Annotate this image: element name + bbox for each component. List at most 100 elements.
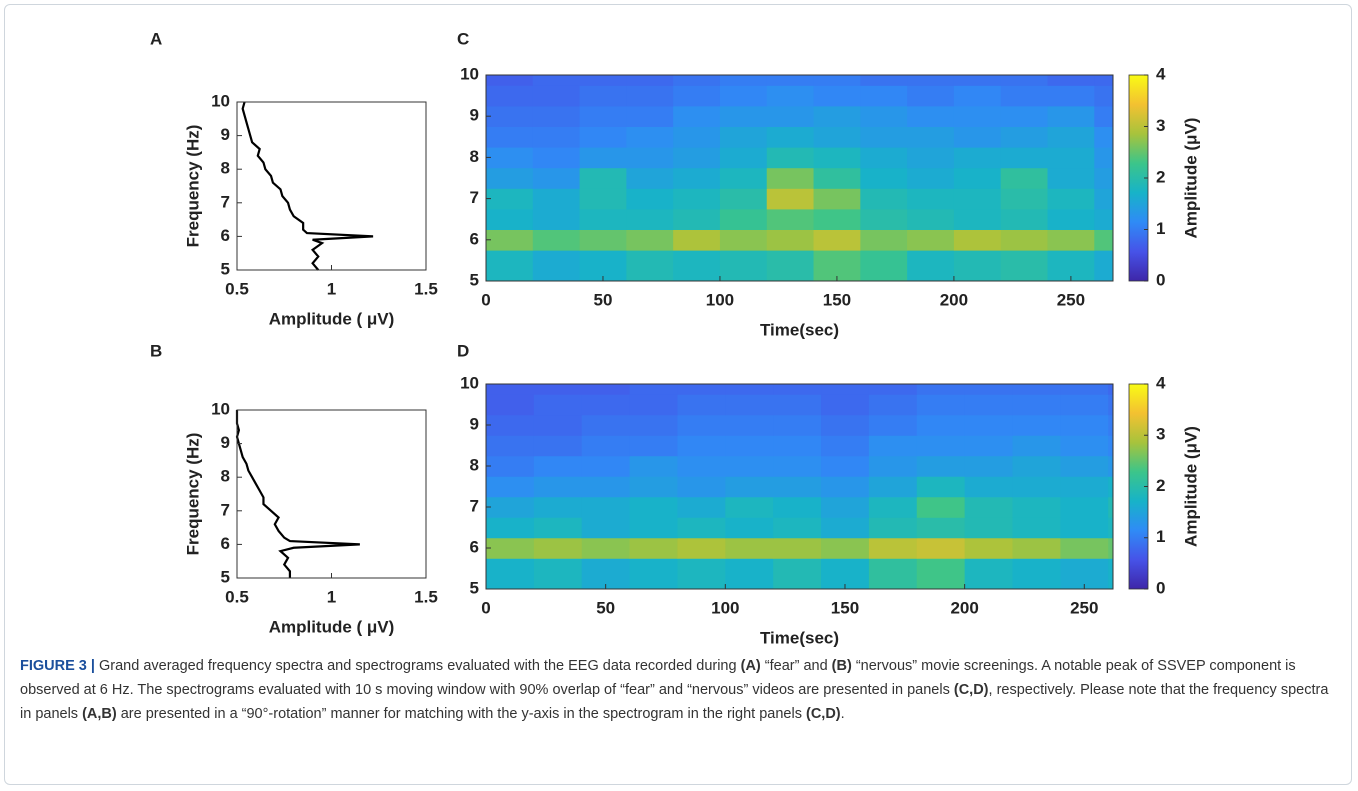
heatmap-cell <box>1012 496 1061 518</box>
heatmap-cell <box>581 476 631 498</box>
heatmap-cell <box>1060 455 1109 477</box>
heatmap-cell <box>1000 75 1048 86</box>
y-tick-label: 7 <box>221 192 230 211</box>
x-tick-label: 50 <box>596 598 615 617</box>
heatmap-cell <box>1108 558 1114 590</box>
heatmap-cell <box>677 537 726 559</box>
heatmap-cell <box>626 208 674 230</box>
heatmap-cell <box>964 517 1013 539</box>
heatmap-cell <box>626 229 674 251</box>
heatmap-cell <box>821 435 870 457</box>
heatmap-cell <box>1094 250 1114 282</box>
heatmap-cell <box>677 435 726 457</box>
heatmap-cell <box>533 558 583 590</box>
caption-run: “fear” and <box>760 658 832 674</box>
heatmap-cell <box>1094 188 1114 210</box>
heatmap-cell <box>579 85 627 107</box>
heatmap-cell <box>533 517 583 539</box>
heatmap-cell <box>1108 476 1114 498</box>
heatmap-cell <box>486 537 535 559</box>
heatmap-cell <box>953 75 1002 86</box>
heatmap-cell <box>1012 414 1061 436</box>
caption-run: (B) <box>831 658 852 674</box>
heatmap-cell <box>677 414 726 436</box>
heatmap-cell <box>953 250 1002 282</box>
y-tick-label: 6 <box>221 534 230 553</box>
heatmap-cell <box>579 208 627 230</box>
heatmap-cell <box>907 85 955 107</box>
heatmap-cell <box>1060 414 1109 436</box>
heatmap-cell <box>673 208 721 230</box>
heatmap-cell <box>677 455 726 477</box>
heatmap-cell <box>953 126 1002 148</box>
heatmap-cell <box>907 75 955 86</box>
heatmap-cell <box>533 476 583 498</box>
heatmap-cell <box>579 188 627 210</box>
heatmap-cell <box>719 105 768 127</box>
heatmap-cell <box>1012 455 1061 477</box>
heatmap-cell <box>533 537 583 559</box>
heatmap-cell <box>773 537 822 559</box>
heatmap-cell <box>626 188 674 210</box>
x-tick-label: 200 <box>950 598 978 617</box>
heatmap-cell <box>907 105 955 127</box>
caption-run: (C,D) <box>953 682 989 698</box>
heatmap-cell <box>532 147 581 169</box>
heatmap-cell <box>1012 384 1061 395</box>
heatmap-cell <box>532 126 581 148</box>
y-tick-label: 8 <box>221 159 230 178</box>
heatmap-cell <box>1094 75 1114 86</box>
y-tick-label: 10 <box>460 373 479 392</box>
heatmap-cell <box>868 517 918 539</box>
heatmap-cell <box>581 537 631 559</box>
heatmap-cell <box>1108 384 1114 395</box>
heatmap-cell <box>677 394 726 416</box>
axes-box <box>236 101 427 271</box>
heatmap-cell <box>486 147 534 169</box>
heatmap-cell <box>1108 496 1114 518</box>
heatmap-cell <box>964 496 1013 518</box>
heatmap-cell <box>719 229 768 251</box>
heatmap-cell <box>1000 167 1048 189</box>
heatmap-cell <box>486 384 535 395</box>
heatmap-cell <box>579 126 627 148</box>
heatmap-cell <box>1047 126 1095 148</box>
heatmap-cell <box>773 496 822 518</box>
y-tick-label: 8 <box>470 455 479 474</box>
heatmap-cell <box>964 435 1013 457</box>
heatmap-cell <box>821 537 870 559</box>
heatmap-cell <box>1000 105 1048 127</box>
x-tick-label: 0 <box>481 290 490 309</box>
heatmap-cell <box>766 167 815 189</box>
heatmap-cell <box>673 147 721 169</box>
heatmap-cell <box>773 455 822 477</box>
heatmap-cell <box>1000 85 1048 107</box>
heatmap-cell <box>533 455 583 477</box>
heatmap-cell <box>725 537 774 559</box>
heatmap-cell <box>579 147 627 169</box>
x-tick-label: 50 <box>594 290 613 309</box>
heatmap-cell <box>486 394 535 416</box>
colorbar-tick-label: 1 <box>1156 219 1165 238</box>
heatmap-cell <box>1094 167 1114 189</box>
y-tick-label: 6 <box>470 537 479 556</box>
colorbar-tick-label: 4 <box>1156 64 1166 83</box>
heatmap-cell <box>773 558 822 590</box>
panel-label: D <box>457 341 469 360</box>
heatmap-cell <box>532 250 581 282</box>
heatmap-cell <box>673 126 721 148</box>
heatmap-cell <box>1060 476 1109 498</box>
heatmap-cell <box>486 496 535 518</box>
heatmap-cell <box>821 476 870 498</box>
heatmap-cell <box>1012 476 1061 498</box>
heatmap-cell <box>766 75 815 86</box>
y-tick-label: 7 <box>221 500 230 519</box>
caption-run: “nervous” movie screenings. A notable pe… <box>20 658 1296 698</box>
heatmap-cell <box>868 537 918 559</box>
heatmap-cell <box>953 167 1002 189</box>
heatmap-cell <box>1047 147 1095 169</box>
heatmap-cell <box>719 188 768 210</box>
caption-run: (A) <box>740 658 761 674</box>
heatmap-cell <box>821 394 870 416</box>
heatmap-cell <box>629 537 678 559</box>
